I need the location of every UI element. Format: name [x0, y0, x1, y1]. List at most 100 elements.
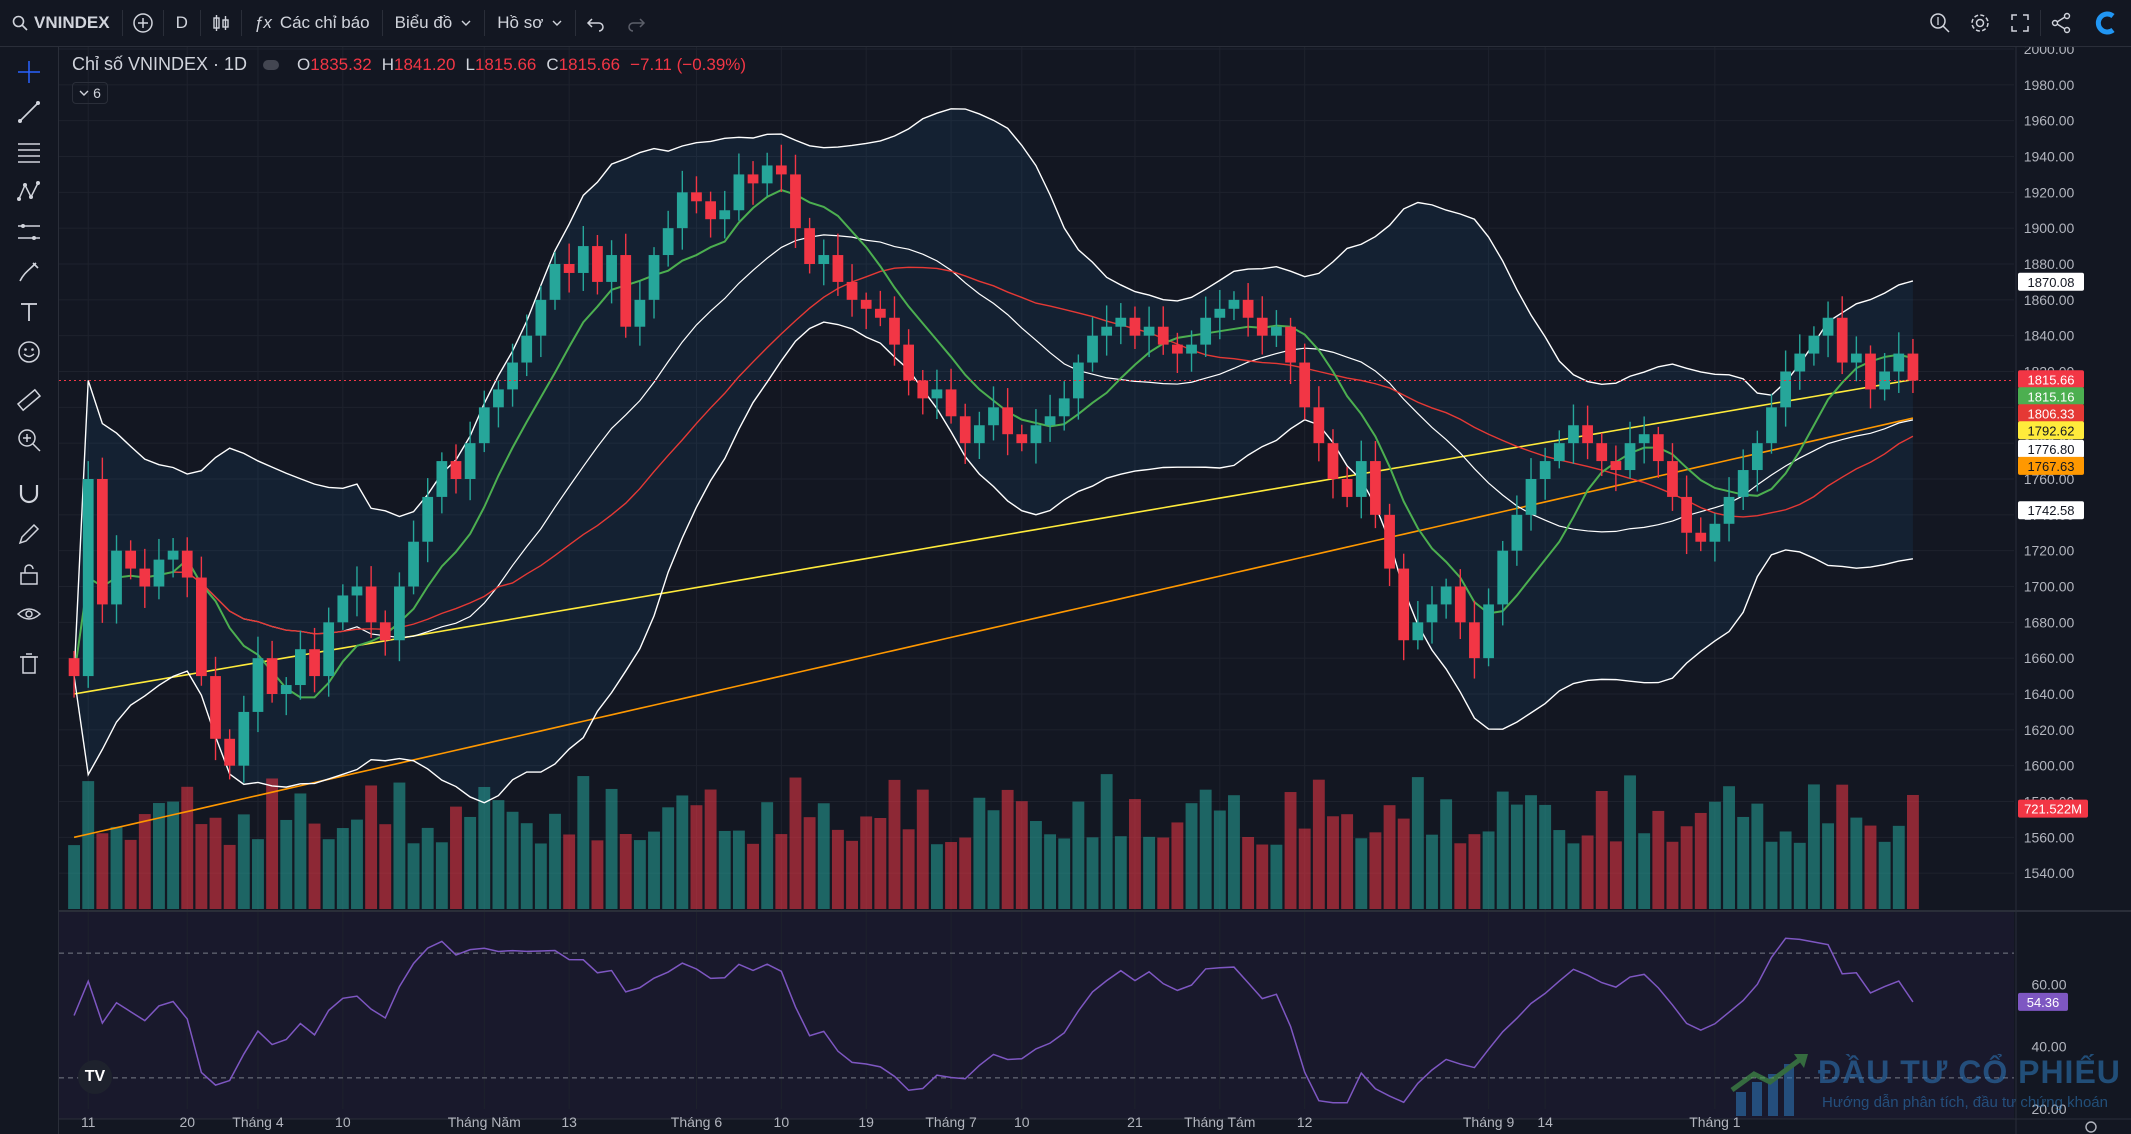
trend-line-tool[interactable] — [14, 97, 44, 127]
emoji-tool[interactable] — [14, 337, 44, 367]
candle — [1002, 388, 1014, 456]
candle-body — [1511, 514, 1523, 551]
magnet-tool[interactable] — [14, 479, 44, 509]
candle — [337, 584, 349, 630]
candle — [1384, 503, 1395, 587]
legend-high: 1841.20 — [394, 54, 456, 74]
price-chart[interactable]: 1540.001560.001580.001600.001620.001640.… — [59, 47, 2131, 1134]
forecast-tool[interactable] — [14, 217, 44, 247]
candle-body — [1539, 461, 1551, 479]
candle-body — [1044, 416, 1056, 426]
eye-icon — [16, 608, 42, 620]
candle — [436, 452, 448, 514]
candle — [280, 677, 292, 716]
candle-body — [394, 586, 405, 641]
visibility-tool[interactable] — [14, 599, 44, 629]
price-tick-label: 1600.00 — [2024, 758, 2075, 774]
time-tick-label: 11 — [81, 1114, 96, 1130]
toolbar-divider — [121, 10, 123, 36]
candle-body — [1766, 407, 1777, 444]
redo-icon — [628, 18, 646, 32]
candle-body — [210, 676, 221, 739]
fullscreen-button[interactable] — [2000, 0, 2040, 46]
candle — [1299, 343, 1311, 420]
candle — [1568, 404, 1579, 464]
undo-button[interactable] — [576, 0, 616, 46]
symbol-search[interactable]: VNINDEX — [0, 0, 122, 46]
candle — [266, 640, 278, 703]
volume-bar — [732, 830, 745, 909]
candle-body — [1172, 344, 1183, 354]
candle — [507, 343, 518, 407]
candle-body — [464, 443, 476, 479]
candle-body — [1228, 299, 1240, 309]
volume-bar — [1765, 841, 1778, 909]
candle-body — [1058, 398, 1070, 417]
volume-bar — [209, 817, 222, 909]
candle — [1511, 495, 1523, 566]
ma-200-line — [73, 417, 1914, 839]
price-badge-label: 1776.80 — [2028, 442, 2075, 457]
candle-body — [1836, 317, 1848, 363]
candle-body — [1483, 604, 1494, 659]
candle-body — [1850, 353, 1862, 363]
candle-body — [1624, 443, 1636, 471]
crosshair-tool[interactable] — [14, 57, 44, 87]
price-tick-label: 1680.00 — [2024, 614, 2075, 630]
add-symbol-button[interactable] — [123, 0, 163, 46]
candle-body — [1129, 317, 1141, 336]
fib-tool[interactable] — [14, 137, 44, 167]
candle-body — [1426, 604, 1438, 623]
chart-menu-button[interactable]: Biểu đồ — [383, 0, 485, 46]
candle — [945, 368, 957, 424]
legend-low: 1815.66 — [474, 54, 537, 74]
price-tick-label: 1640.00 — [2024, 686, 2075, 702]
trend-line-icon — [18, 101, 40, 123]
zoom-tool[interactable] — [14, 425, 44, 455]
pattern-tool[interactable] — [14, 177, 44, 207]
volume-bar — [1228, 795, 1240, 909]
draw-mode-tool[interactable] — [14, 519, 44, 549]
candle-body — [1214, 308, 1226, 318]
smiley-icon — [18, 341, 40, 363]
brush-tool[interactable] — [14, 257, 44, 287]
tradingview-logo[interactable]: TV — [78, 1060, 112, 1094]
brand-logo[interactable] — [2081, 0, 2131, 46]
indicators-button[interactable]: ƒx Các chỉ báo — [242, 0, 382, 46]
candle — [1200, 296, 1212, 357]
quick-search-button[interactable] — [1920, 0, 1960, 46]
text-tool[interactable] — [14, 297, 44, 327]
candle-body — [1568, 425, 1579, 444]
time-tick-label: Tháng 1 — [1689, 1114, 1741, 1130]
volume-bar — [959, 837, 972, 909]
remove-drawings-tool[interactable] — [14, 649, 44, 679]
rsi-tick-label: 60.00 — [2031, 976, 2066, 992]
share-button[interactable] — [2041, 0, 2081, 46]
volume-bar — [351, 819, 363, 909]
zoom-search-icon — [1930, 13, 1950, 33]
chart-type-button[interactable] — [201, 0, 241, 46]
volume-bar — [96, 833, 109, 909]
volume-bar — [1680, 826, 1693, 909]
settings-button[interactable] — [1960, 0, 2000, 46]
indicators-collapse-button[interactable]: 6 — [72, 82, 108, 104]
lock-tool[interactable] — [14, 559, 44, 589]
profile-menu-button[interactable]: Hồ sơ — [485, 0, 575, 46]
measure-tool[interactable] — [14, 385, 44, 415]
interval-button[interactable]: D — [164, 0, 200, 46]
candle-body — [1667, 461, 1678, 497]
candle — [394, 572, 405, 662]
volume-badge — [2018, 799, 2088, 818]
axis-settings-icon — [2085, 1121, 2097, 1133]
candle-body — [1313, 407, 1325, 444]
volume-bar — [676, 795, 689, 909]
redo-button[interactable] — [616, 0, 656, 46]
price-badge — [2018, 456, 2084, 475]
candle — [577, 226, 589, 291]
plus-circle-icon — [132, 13, 153, 33]
candle-body — [1355, 461, 1367, 497]
candle — [1723, 477, 1735, 542]
candle — [1426, 586, 1438, 644]
volume-bar — [1411, 777, 1424, 909]
